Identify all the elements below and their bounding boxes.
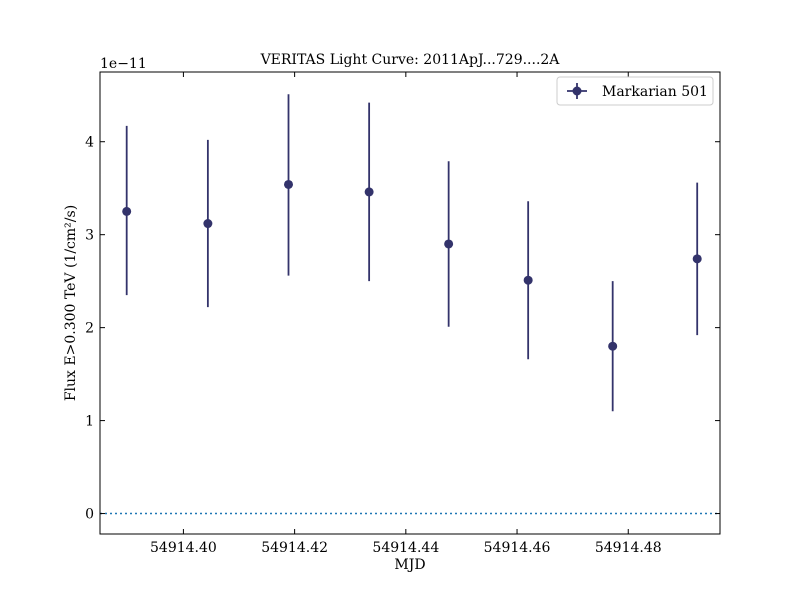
- legend: Markarian 501: [556, 76, 714, 106]
- y-tick-label: 4: [85, 135, 94, 151]
- legend-label: Markarian 501: [602, 84, 708, 100]
- x-tick-label: 54914.48: [595, 540, 662, 556]
- x-tick-label: 54914.46: [484, 540, 551, 556]
- y-axis-ticks: 0 1 2 3 4: [85, 135, 720, 523]
- chart-title: VERITAS Light Curve: 2011ApJ...729....2A: [260, 52, 561, 68]
- y-tick-label: 1: [85, 414, 94, 430]
- x-axis-ticks: 54914.40 54914.42 54914.44 54914.46 54914.48: [150, 72, 662, 556]
- data-point: [122, 206, 132, 216]
- x-tick-label: 54914.44: [372, 540, 439, 556]
- x-tick-label: 54914.40: [150, 540, 217, 556]
- data-point: [364, 187, 374, 197]
- y-offset-label: 1e−11: [100, 56, 147, 72]
- x-axis-label: MJD: [394, 557, 425, 573]
- y-tick-label: 2: [85, 321, 94, 337]
- y-axis-label: Flux E>0.300 TeV (1/cm²/s): [63, 205, 79, 401]
- data-point: [284, 179, 294, 189]
- legend-box: [556, 76, 714, 106]
- data-point: [203, 219, 213, 229]
- y-tick-label: 3: [85, 228, 94, 244]
- x-tick-label: 54914.42: [261, 540, 328, 556]
- y-tick-label: 0: [85, 507, 94, 523]
- data-point: [608, 341, 618, 351]
- data-point: [444, 239, 454, 249]
- data-series: [122, 94, 702, 412]
- legend-marker-icon: [572, 86, 582, 96]
- plot-frame: [99, 71, 721, 535]
- data-point: [523, 275, 533, 285]
- data-point: [692, 254, 702, 264]
